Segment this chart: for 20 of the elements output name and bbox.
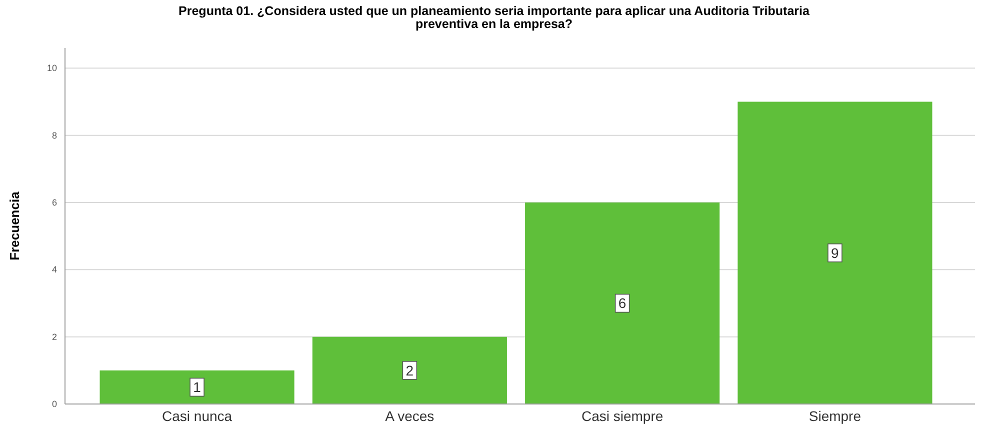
x-tick-label: Casi nunca xyxy=(162,408,232,424)
bar xyxy=(312,336,507,404)
y-tick-label: 8 xyxy=(52,130,57,140)
bar xyxy=(100,370,294,404)
data-label: 6 xyxy=(618,295,626,312)
bar xyxy=(738,102,932,404)
x-tick-label: A veces xyxy=(385,408,434,424)
data-label: 9 xyxy=(831,244,840,261)
y-tick-label: 10 xyxy=(46,63,57,74)
data-label: 1 xyxy=(193,379,202,396)
y-tick-label: 2 xyxy=(52,332,57,342)
y-tick-label: 0 xyxy=(52,399,57,409)
chart-title: Pregunta 01. ¿Considera usted que un planeamiento seria importante para aplicar una Auditoria Tributaria preventiva en la empresa? xyxy=(178,4,811,31)
y-tick-label: 6 xyxy=(52,197,57,208)
y-axis-title: Frecuencia xyxy=(7,190,22,260)
bar xyxy=(525,202,720,404)
y-tick-label: 4 xyxy=(52,264,57,275)
x-tick-label: Casi siempre xyxy=(581,408,664,424)
data-label: 2 xyxy=(406,362,414,378)
x-tick-label: Siempre xyxy=(808,408,862,424)
